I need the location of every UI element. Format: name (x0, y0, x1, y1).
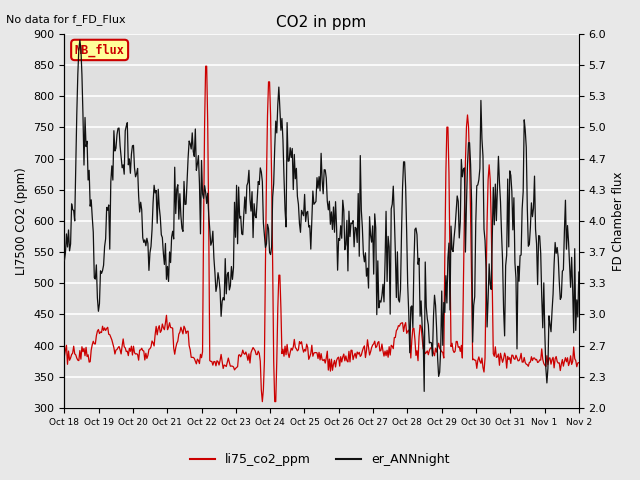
Title: CO2 in ppm: CO2 in ppm (276, 15, 367, 30)
Legend: li75_co2_ppm, er_ANNnight: li75_co2_ppm, er_ANNnight (186, 448, 454, 471)
Text: MB_flux: MB_flux (75, 43, 125, 57)
Y-axis label: FD Chamber flux: FD Chamber flux (612, 171, 625, 271)
Text: No data for f_FD_Flux: No data for f_FD_Flux (6, 14, 126, 25)
Y-axis label: LI7500 CO2 (ppm): LI7500 CO2 (ppm) (15, 167, 28, 275)
